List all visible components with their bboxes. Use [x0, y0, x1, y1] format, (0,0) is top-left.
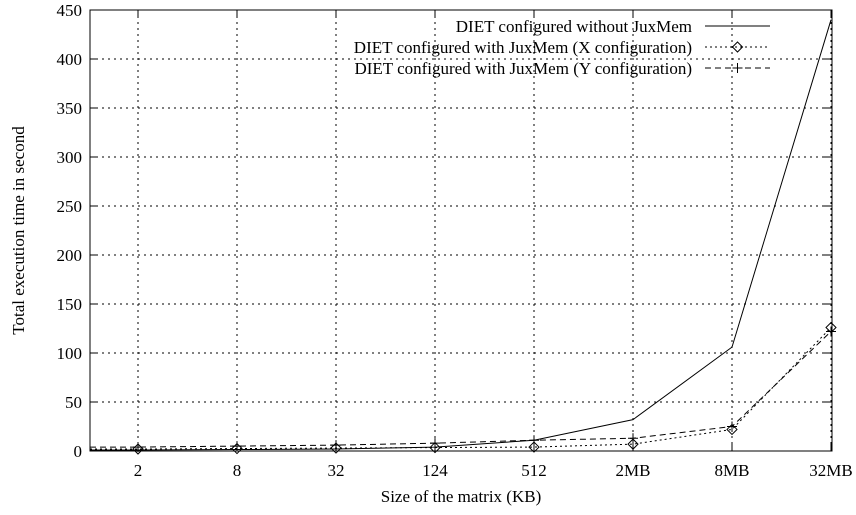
x-axis-title: Size of the matrix (KB)	[381, 487, 542, 506]
y-tick-label: 350	[57, 99, 83, 118]
series-group	[90, 19, 837, 455]
series-line	[90, 19, 832, 451]
y-tick-label: 450	[57, 1, 83, 20]
data-point	[529, 435, 539, 446]
data-point	[627, 438, 639, 450]
data-point	[331, 440, 341, 451]
data-point	[528, 441, 540, 453]
axes: 0 50 100 150 200 250 300 350 400 450 2 8 32 124 512 2MB…	[57, 1, 853, 480]
legend-label: DIET configured with JuxMem (X configura…	[354, 38, 692, 57]
y-tick-label: 200	[57, 246, 83, 265]
series-1	[90, 19, 832, 451]
series-line	[90, 331, 832, 448]
data-point	[628, 433, 638, 444]
legend-entry-2: DIET configured with JuxMem (X configura…	[354, 38, 770, 57]
x-tick-label: 124	[422, 461, 448, 480]
data-point	[826, 326, 836, 337]
data-point	[726, 423, 738, 436]
data-point	[330, 442, 342, 454]
y-tick-label: 250	[57, 197, 83, 216]
grid-lines	[90, 10, 832, 451]
data-point	[430, 438, 440, 449]
x-tick-label: 8MB	[715, 461, 750, 480]
legend-marker	[731, 41, 744, 53]
x-tick-label: 2MB	[616, 461, 651, 480]
legend-marker	[732, 63, 743, 73]
y-tick-label: 150	[57, 295, 83, 314]
x-tick-label: 512	[521, 461, 547, 480]
x-tick-label: 8	[233, 461, 242, 480]
data-point	[133, 442, 143, 453]
x-tick-label: 2	[134, 461, 143, 480]
x-tick-label: 32MB	[809, 461, 852, 480]
legend-entry-3: DIET configured with JuxMem (Y configura…	[354, 59, 770, 78]
x-tick-label: 32	[328, 461, 345, 480]
y-tick-label: 300	[57, 148, 83, 167]
series-2	[90, 321, 837, 455]
data-point	[231, 442, 243, 455]
legend: DIET configured without JuxMem DIET confi…	[354, 17, 770, 78]
plot-frame	[89, 9, 833, 452]
data-point	[429, 441, 441, 454]
legend-entry-1: DIET configured without JuxMem	[456, 17, 770, 36]
legend-label: DIET configured without JuxMem	[456, 17, 692, 36]
y-axis-title: Total execution time in second	[9, 126, 28, 335]
series-line	[90, 327, 832, 450]
data-point	[727, 421, 737, 432]
legend-label: DIET configured with JuxMem (Y configura…	[354, 59, 692, 78]
data-point	[232, 441, 242, 452]
y-tick-label: 0	[74, 442, 83, 461]
series-3	[90, 326, 836, 453]
y-tick-label: 400	[57, 50, 83, 69]
y-tick-label: 100	[57, 344, 83, 363]
y-tick-label: 50	[65, 393, 82, 412]
